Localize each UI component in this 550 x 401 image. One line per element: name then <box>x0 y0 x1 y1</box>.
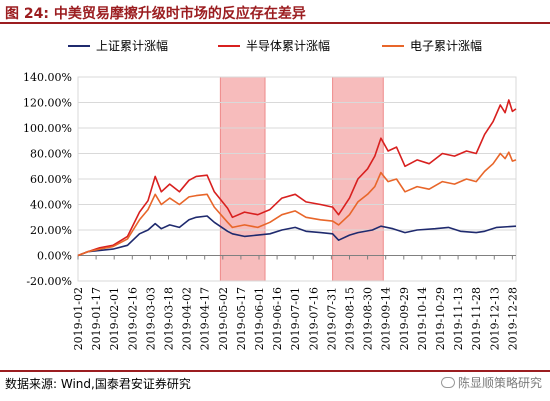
line-chart: -20.00% 0.00% 20.00% 40.00% 60.00% 80.00% 100.… <box>23 38 519 350</box>
x-tick-label: 2019-12-13 <box>488 287 501 350</box>
x-tick-label: 2019-07-31 <box>325 287 338 350</box>
y-tick-label: 80.00% <box>30 148 72 161</box>
series-line-3 <box>77 151 517 257</box>
figure-title-bar: 图 24: 中美贸易摩擦升级时市场的反应存在差异 <box>0 0 550 24</box>
x-tick-label: 2019-01-02 <box>72 287 85 350</box>
x-tick-label: 2019-02-16 <box>126 287 139 350</box>
x-tick-label: 2019-05-17 <box>235 287 248 350</box>
x-tick-label: 2019-08-15 <box>343 287 356 350</box>
legend-label-2: 半导体累计涨幅 <box>246 38 330 53</box>
y-tick-label: 20.00% <box>30 224 72 237</box>
legend-label-1: 上证累计涨幅 <box>96 38 168 53</box>
y-tick-label: -20.00% <box>26 275 72 288</box>
series-line-2 <box>77 99 517 257</box>
x-tick-label: 2019-09-29 <box>398 287 411 350</box>
watermark-text: 陈显顺策略研究 <box>457 376 542 390</box>
x-tick-label: 2019-12-28 <box>506 287 519 350</box>
y-tick-label: 0.00% <box>37 250 72 263</box>
x-tick-label: 2019-03-18 <box>162 287 175 350</box>
x-tick-label: 2019-03-03 <box>144 287 157 350</box>
x-tick-label: 2019-08-30 <box>362 287 375 350</box>
wechat-icon <box>440 377 455 388</box>
x-tick-label: 2019-07-16 <box>307 287 320 350</box>
x-tick-label: 2019-10-14 <box>416 287 429 350</box>
x-tick-label: 2019-10-29 <box>434 287 447 350</box>
x-tick-label: 2019-06-01 <box>253 287 266 350</box>
x-tick-label: 2019-01-17 <box>90 287 103 350</box>
y-tick-label: 60.00% <box>30 173 72 186</box>
x-tick-label: 2019-04-17 <box>199 287 212 350</box>
x-tick-label: 2019-06-16 <box>271 287 284 350</box>
x-tick-label: 2019-05-02 <box>217 287 230 350</box>
x-tick-label: 2019-11-28 <box>470 287 483 350</box>
series-line-1 <box>77 215 517 257</box>
x-tick-label: 2019-04-02 <box>181 287 194 350</box>
y-tick-label: 100.00% <box>23 122 72 135</box>
figure-title: 图 24: 中美贸易摩擦升级时市场的反应存在差异 <box>5 6 306 22</box>
legend-label-3: 电子累计涨幅 <box>410 38 482 53</box>
x-tick-label: 2019-02-01 <box>108 287 121 350</box>
source-note: 数据来源: Wind,国泰君安证券研究 <box>5 377 191 391</box>
x-tick-label: 2019-11-13 <box>452 287 465 350</box>
y-tick-label: 140.00% <box>23 71 72 84</box>
x-tick-label: 2019-07-01 <box>289 287 302 350</box>
y-tick-label: 120.00% <box>23 97 72 110</box>
footer-rule <box>0 370 550 372</box>
watermark: 陈显顺策略研究 <box>440 374 542 391</box>
y-tick-label: 40.00% <box>30 199 72 212</box>
x-tick-label: 2019-09-14 <box>380 287 393 350</box>
